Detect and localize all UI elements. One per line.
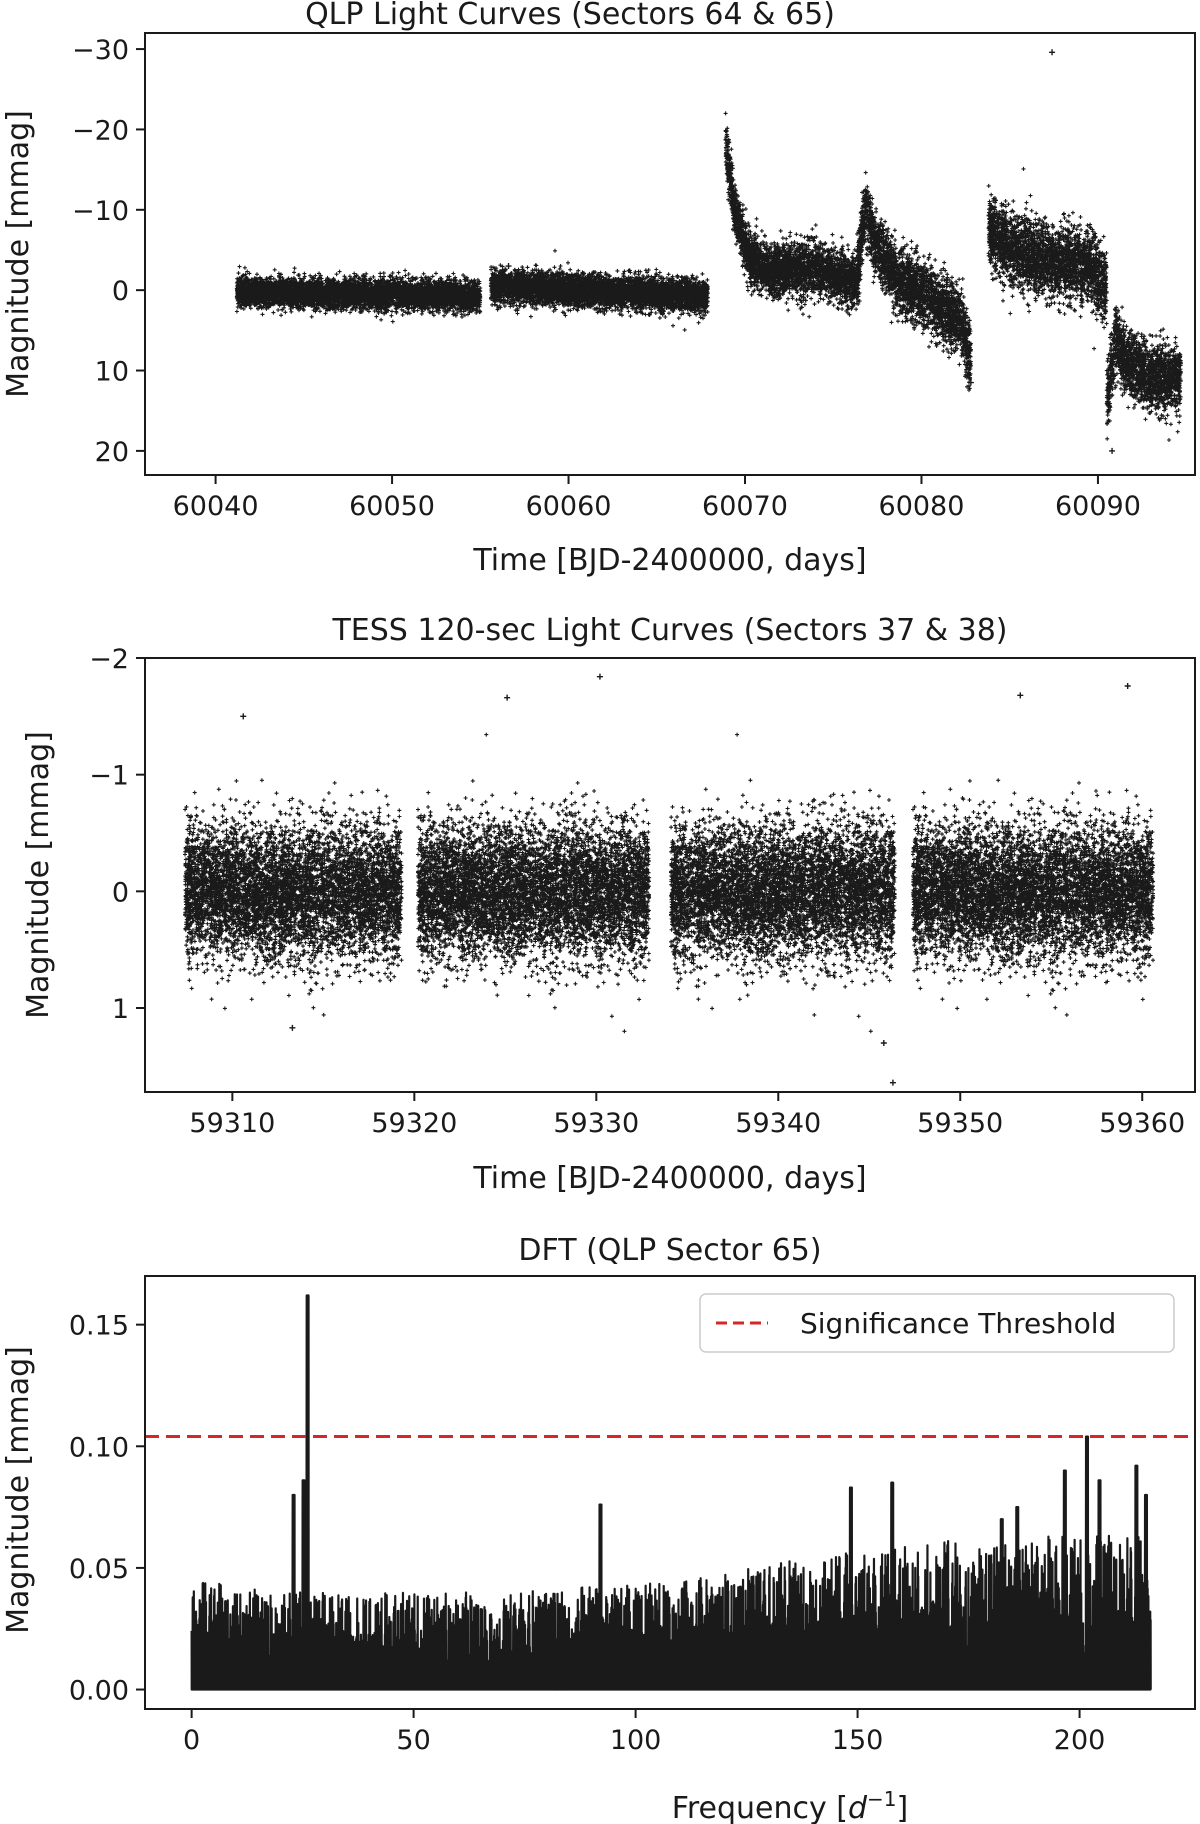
x-tick-label: 59340 xyxy=(735,1108,821,1139)
panel-3-marks xyxy=(145,1294,1195,1691)
x-tick-label: 150 xyxy=(832,1725,884,1756)
panel-1-ticks: 60040 60050 60060 60070 60080 60090 −30 −20 −10 0… xyxy=(72,35,1141,522)
outlier-point xyxy=(880,1040,887,1046)
x-tick-label: 100 xyxy=(610,1725,662,1756)
y-tick-label: −10 xyxy=(72,196,129,227)
panel-3-ticks: 0 50 100 150 200 0.00 0.05 0.10 0.15 xyxy=(69,1311,1105,1756)
outlier-point xyxy=(504,694,511,701)
x-tick-label: 59320 xyxy=(371,1108,457,1139)
panel-2-marks xyxy=(183,673,1156,1086)
legend: Significance Threshold xyxy=(699,1293,1175,1353)
panel-1-title: QLP Light Curves (Sectors 64 & 65) xyxy=(305,0,835,32)
x-tick-label: 60050 xyxy=(349,491,435,522)
outlier-point xyxy=(1049,49,1056,56)
panel-1-x-axis-label: Time [BJD-2400000, days] xyxy=(472,543,866,578)
y-tick-label: 10 xyxy=(95,357,129,388)
y-tick-label: 20 xyxy=(95,437,129,468)
y-tick-label: 0.10 xyxy=(69,1432,129,1463)
y-tick-label: 0.05 xyxy=(69,1554,129,1585)
y-tick-label: 1 xyxy=(112,994,129,1025)
panel-3-title: DFT (QLP Sector 65) xyxy=(518,1233,821,1268)
panel-3-y-axis-label: Magnitude [mmag] xyxy=(1,1346,36,1634)
x-tick-label: 59310 xyxy=(189,1108,275,1139)
outlier-point xyxy=(1109,447,1116,454)
panel-2-y-axis-label: Magnitude [mmag] xyxy=(21,731,56,1019)
legend-box xyxy=(699,1293,1175,1353)
y-tick-label: −30 xyxy=(72,35,129,66)
outlier-point xyxy=(1124,683,1131,689)
y-tick-label: 0 xyxy=(112,276,129,307)
data-points xyxy=(234,111,1183,442)
panel-1-y-axis-label: Magnitude [mmag] xyxy=(1,110,36,398)
y-tick-label: −20 xyxy=(72,115,129,146)
x-tick-label: 0 xyxy=(183,1725,200,1756)
outlier-point xyxy=(596,673,603,680)
panel-3-frame xyxy=(144,1275,1196,1710)
panel-3-x-axis-label: Frequency [d−1] xyxy=(672,1787,908,1824)
panel-2-frame xyxy=(144,657,1196,1093)
y-tick-label: −2 xyxy=(89,644,129,675)
x-tick-label: 59350 xyxy=(917,1108,1003,1139)
x-tick-label: 60040 xyxy=(173,491,259,522)
x-tick-label: 59330 xyxy=(553,1108,639,1139)
x-tick-label: 200 xyxy=(1054,1725,1106,1756)
legend-label: Significance Threshold xyxy=(800,1307,1116,1340)
panel-2-x-axis-label: Time [BJD-2400000, days] xyxy=(472,1161,866,1196)
panel-1-marks xyxy=(234,49,1183,454)
data-points xyxy=(183,732,1156,1034)
panel-1-frame xyxy=(144,32,1196,476)
outlier-point xyxy=(289,1024,296,1031)
x-tick-label: 60070 xyxy=(702,491,788,522)
outlier-point xyxy=(889,1079,896,1086)
x-tick-label: 59360 xyxy=(1099,1108,1185,1139)
x-tick-label: 50 xyxy=(396,1725,430,1756)
panel-dft: DFT (QLP Sector 65) 0 50 100 150 200 0.00 0.05… xyxy=(1,1233,1196,1824)
outlier-point xyxy=(240,713,247,720)
x-tick-label: 60080 xyxy=(879,491,965,522)
dft-spectrum-line xyxy=(190,1294,1152,1691)
panel-2-ticks: 59310 59320 59330 59340 59350 59360 −2 −1 0 1 xyxy=(89,644,1185,1139)
panel-tess-light-curves: TESS 120-sec Light Curves (Sectors 37 & … xyxy=(21,613,1196,1196)
y-tick-label: 0 xyxy=(112,877,129,908)
y-tick-label: 0.15 xyxy=(69,1311,129,1342)
y-tick-label: 0.00 xyxy=(69,1676,129,1707)
outlier-point xyxy=(505,263,512,270)
panel-2-title: TESS 120-sec Light Curves (Sectors 37 & … xyxy=(331,613,1007,648)
x-tick-label: 60060 xyxy=(526,491,612,522)
outlier-point xyxy=(967,379,974,386)
outlier-point xyxy=(1017,692,1024,699)
panel-qlp-light-curves: QLP Light Curves (Sectors 64 & 65) 60040… xyxy=(1,0,1196,578)
y-tick-label: −1 xyxy=(89,761,129,792)
x-tick-label: 60090 xyxy=(1055,491,1141,522)
